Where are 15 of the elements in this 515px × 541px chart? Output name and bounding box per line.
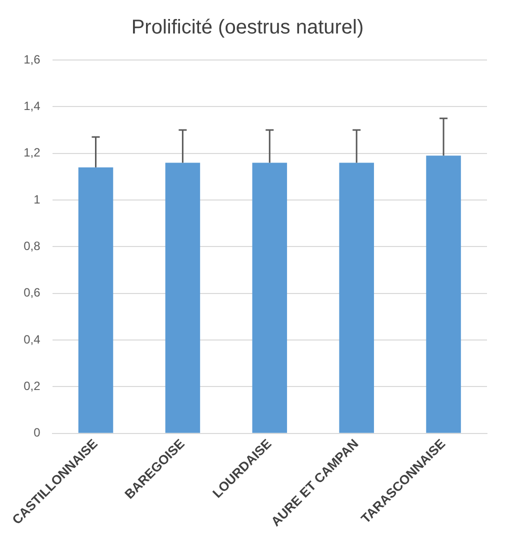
y-tick-label: 1,4 xyxy=(24,98,41,113)
bar xyxy=(165,162,200,433)
bar xyxy=(426,156,461,433)
bar xyxy=(252,162,288,433)
y-tick-label: 0,2 xyxy=(24,379,41,394)
y-tick-label: 0,4 xyxy=(24,332,41,346)
y-tick-label: 0,6 xyxy=(24,286,41,300)
y-tick-label: 0 xyxy=(34,426,41,440)
y-tick-label: 1,2 xyxy=(24,146,41,160)
bar xyxy=(78,167,114,433)
y-tick-label: 0,8 xyxy=(24,239,41,254)
y-tick-label: 1,6 xyxy=(24,52,41,66)
y-tick-label: 1 xyxy=(34,192,41,206)
bar xyxy=(339,162,374,433)
chart-title: Prolificité (oestrus naturel) xyxy=(131,16,364,39)
